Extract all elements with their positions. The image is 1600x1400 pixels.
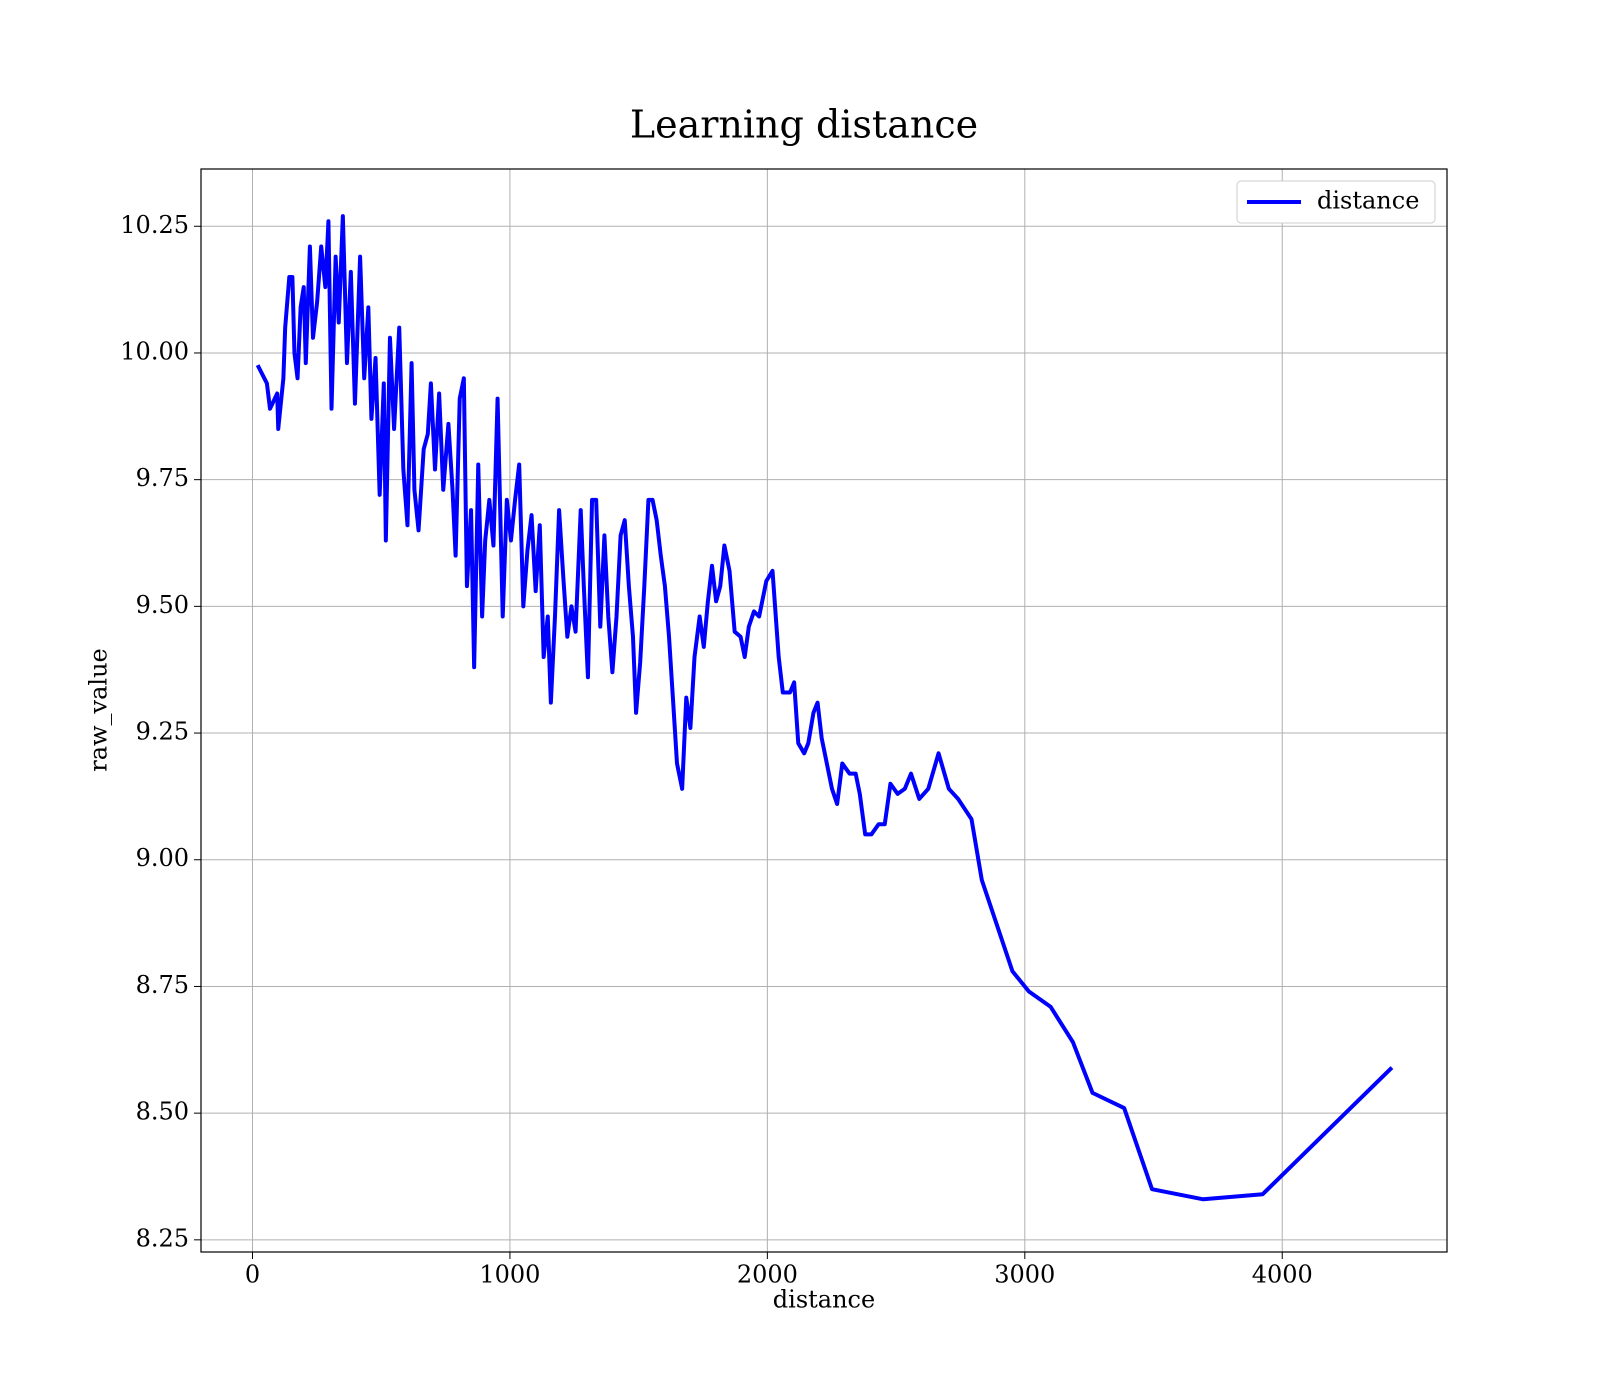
y-tick-label: 8.25	[136, 1224, 189, 1252]
x-tick-label: 2000	[737, 1261, 798, 1289]
x-tick-label: 1000	[479, 1261, 540, 1289]
legend-box	[1236, 180, 1436, 224]
x-tick-label: 4000	[1252, 1261, 1313, 1289]
x-tick-label: 0	[245, 1261, 260, 1289]
y-tick-label: 10.25	[120, 211, 189, 239]
y-tick-label: 8.50	[136, 1098, 189, 1126]
y-axis-label: raw_value	[85, 648, 113, 772]
chart-title: Learning distance	[630, 103, 978, 147]
y-tick-label: 9.00	[136, 844, 189, 872]
legend-label: distance	[1317, 187, 1419, 215]
y-tick-label: 10.00	[120, 337, 189, 365]
y-tick-label: 9.25	[136, 718, 189, 746]
data-line	[255, 214, 1394, 1202]
x-tick-label: 3000	[994, 1261, 1055, 1289]
y-tick-label: 9.75	[136, 464, 189, 492]
y-tick-label: 8.75	[136, 971, 189, 999]
x-axis-label: distance	[773, 1286, 875, 1314]
y-tick-label: 9.50	[136, 591, 189, 619]
plot-frame	[200, 168, 1448, 1253]
